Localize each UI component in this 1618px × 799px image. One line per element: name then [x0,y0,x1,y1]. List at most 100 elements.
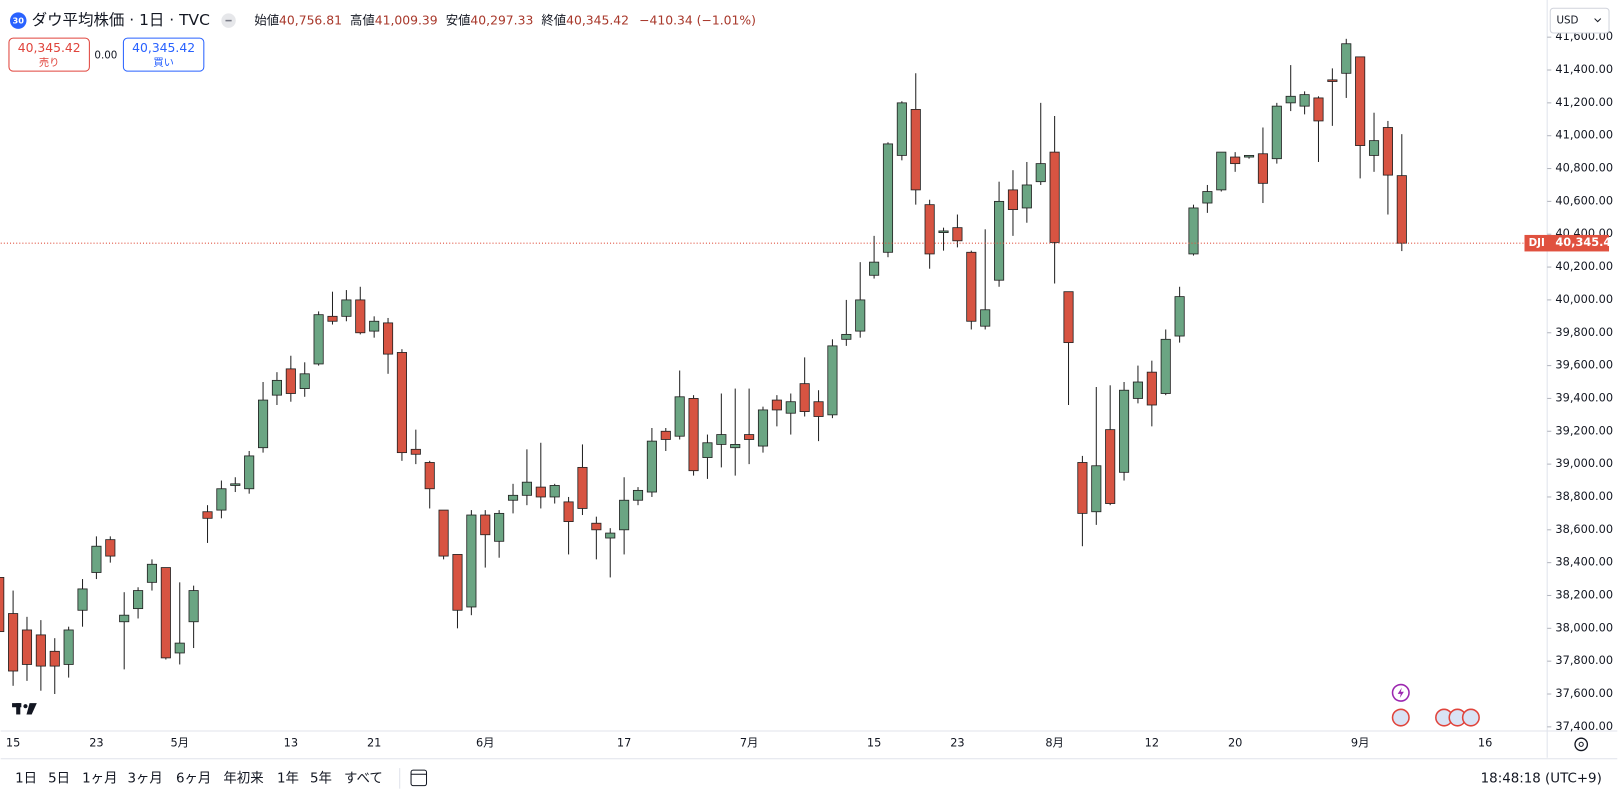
candle-body [1243,154,1255,158]
range-button[interactable]: 3ヶ月 [128,771,163,786]
symbol-badge [10,12,27,29]
sell-price: 40,345.42 [18,41,81,55]
candle-body [994,200,1005,281]
candle-body [910,109,921,191]
candle-body [1007,189,1019,211]
candle-body [535,486,546,498]
header: 30 ダウ平均株価 · 1日 · TVC 始値40,756.81 高値41,00… [10,11,756,29]
range-button[interactable]: 6ヶ月 [176,771,211,786]
x-tick-label: 6月 [476,735,495,749]
candle-body [646,440,657,493]
x-tick-label: 15 [867,735,881,749]
buy-button[interactable]: 40,345.42 買い [122,37,205,72]
ohlc-value: 40,756.81 [279,13,342,27]
candle-body [146,563,158,583]
x-tick-label: 9月 [1351,735,1370,749]
y-tick-label: 41,200.00 [1555,95,1613,109]
range-button[interactable]: 5年 [310,770,332,786]
candle-body [1257,153,1268,184]
range-button[interactable]: 1年 [277,770,299,786]
y-tick-label: 39,000.00 [1555,456,1613,470]
candle-body [605,532,616,539]
last-price-label: 40,345.42 [1555,235,1618,249]
ohlc-value: 40,345.42 [566,13,629,27]
candle-body [549,485,560,498]
candle-body [188,590,199,623]
candle-body [327,315,338,322]
x-tick-label: 23 [950,735,964,749]
candle-body [591,522,602,531]
y-tick-label: 41,400.00 [1555,62,1613,76]
candle-body [133,590,144,610]
candle-body [688,398,699,472]
candle-body [841,333,852,340]
candle-body [382,322,394,355]
currency-label: USD [1556,15,1578,27]
range-button[interactable]: 1ヶ月 [82,771,117,786]
event-flag[interactable] [1391,708,1410,727]
settings-icon[interactable] [1574,737,1589,752]
range-button[interactable]: 1日 [15,771,37,786]
ohlc-label: 終値 [541,12,566,27]
sell-button[interactable]: 40,345.42 売り [8,37,90,72]
settings-icon-core [1578,741,1584,747]
candle-body [1341,43,1352,74]
candle-body [160,567,171,659]
clock[interactable]: 18:48:18 (UTC+9) [1481,771,1602,786]
candle-body [1077,462,1088,514]
plot-area [0,38,1548,695]
candle-body [577,466,588,509]
candle-body [730,444,741,449]
candle-body [1146,371,1157,406]
candle-body [785,401,796,414]
ohlc-label: 始値 [254,12,279,27]
candle-body [1368,140,1380,156]
x-tick-label: 17 [617,735,631,749]
x-tick-label: 5月 [170,735,189,749]
candle-body [1160,338,1171,394]
ohlc-value: 40,297.33 [470,13,533,27]
candle-body [1188,207,1199,255]
candle-body [813,401,824,417]
logo-part [23,704,28,709]
y-tick-label: 38,000.00 [1555,620,1613,634]
candle-body [285,368,296,394]
candle-body [1216,151,1227,191]
candle-body [466,514,477,608]
candle-body [896,102,907,156]
candle-body [1271,105,1282,160]
sell-box[interactable] [8,37,90,72]
y-tick-label: 37,400.00 [1555,719,1613,733]
candle-body [855,299,866,332]
currency-box[interactable] [1549,7,1610,34]
x-tick-label: 12 [1145,735,1159,749]
event-flag[interactable] [1461,708,1480,727]
date-range-icon[interactable] [410,769,428,787]
range-button[interactable]: 年初来 [223,770,263,786]
candle-body [230,483,241,486]
candle-body [91,545,102,573]
candle-body [1202,191,1213,204]
candle-body [1021,184,1032,209]
y-tick-label: 38,600.00 [1555,522,1613,536]
y-tick-label: 41,000.00 [1555,128,1613,142]
y-tick-label: 40,200.00 [1555,259,1613,273]
candle-body [105,539,116,557]
candle-body [0,577,5,633]
candle-body [369,320,380,332]
range-button[interactable]: 5日 [48,771,70,786]
y-tick-label: 38,400.00 [1555,555,1613,569]
y-tick-label: 40,000.00 [1555,292,1613,306]
candle-body [1285,95,1296,104]
event-glyph [1397,687,1404,698]
candle-body [77,588,88,611]
buy-box[interactable] [122,37,205,72]
x-tick-label: 8月 [1045,735,1064,749]
candle-body [1299,94,1310,107]
candle-body [21,629,33,665]
last-price-symbol: DJI [1529,237,1545,249]
candle-body [869,261,880,276]
symbol-title[interactable]: ダウ平均株価 · 1日 · TVC [32,11,210,29]
range-button[interactable]: すべて [344,770,383,786]
